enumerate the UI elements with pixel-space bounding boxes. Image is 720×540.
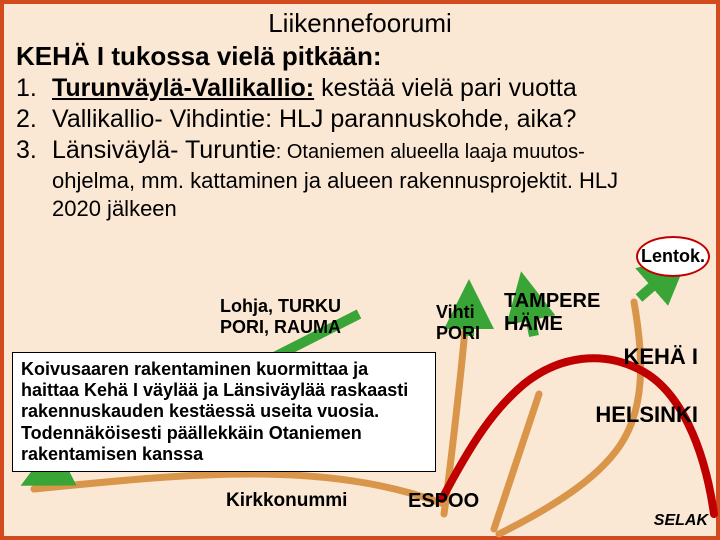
list-3-lead: Länsiväylä- Turuntie [52,136,276,164]
numbered-list: 1. Turunväylä-Vallikallio: kestää vielä … [16,74,716,165]
lentok-badge: Lentok. [636,236,710,277]
label-lohja: Lohja, TURKU PORI, RAUMA [220,296,341,337]
list-body-2: Vallikallio- Vihdintie: HLJ parannuskohd… [52,105,716,134]
label-helsinki: HELSINKI [595,402,698,428]
list-1-lead: Turunväylä-Vallikallio: [52,74,314,102]
label-vihti: Vihti PORI [436,302,480,343]
list-item-3: 3. Länsiväylä- Turuntie: Otaniemen aluee… [16,136,716,165]
label-tampere-l2: HÄME [504,313,563,335]
label-vihti-l1: Vihti [436,302,475,322]
label-selak: SELAK [654,512,708,530]
list-item-2: 2. Vallikallio- Vihdintie: HLJ parannusk… [16,105,716,134]
list-3-rest: : Otaniemen alueella laaja muutos- [276,141,585,163]
list-num-1: 1. [16,74,52,103]
label-vihti-l2: PORI [436,323,480,343]
indent-line-2: 2020 jälkeen [52,196,177,221]
label-lohja-l2: PORI, RAUMA [220,317,341,337]
list-body-1: Turunväylä-Vallikallio: kestää vielä par… [52,74,716,103]
label-lohja-l1: Lohja, TURKU [220,296,341,316]
indent-block: ohjelma, mm. kattaminen ja alueen rakenn… [52,167,662,222]
label-kirkkonummi: Kirkkonummi [226,490,347,512]
label-tampere-l1: TAMPERE [504,290,600,312]
label-espoo: ESPOO [408,490,479,513]
slide-frame: Liikennefoorumi KEHÄ I tukossa vielä pit… [0,0,720,540]
list-num-2: 2. [16,105,52,134]
label-keha: KEHÄ I [623,344,698,370]
info-box: Koivusaaren rakentaminen kuormittaa ja h… [12,352,436,472]
slide-subtitle: KEHÄ I tukossa vielä pitkään: [16,41,716,72]
list-num-3: 3. [16,136,52,165]
list-body-3: Länsiväylä- Turuntie: Otaniemen alueella… [52,136,716,165]
slide-title: Liikennefoorumi [4,8,716,39]
list-item-1: 1. Turunväylä-Vallikallio: kestää vielä … [16,74,716,103]
list-1-rest: kestää vielä pari vuotta [314,74,577,102]
indent-line-1: ohjelma, mm. kattaminen ja alueen rakenn… [52,168,618,193]
label-tampere: TAMPERE HÄME [504,290,600,336]
